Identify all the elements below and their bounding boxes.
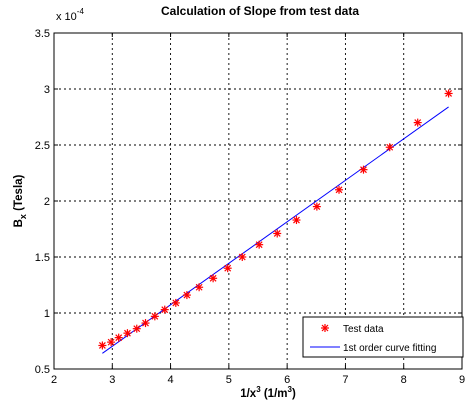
x-axis-label-end: ): [292, 388, 296, 400]
x-tick-label: 7: [342, 374, 348, 386]
y-tick-label: 3: [44, 84, 50, 96]
data-point: [359, 165, 368, 174]
data-point: [273, 229, 282, 238]
data-point: [195, 283, 204, 292]
data-point: [107, 338, 116, 347]
y-tick-label: 2.5: [35, 140, 50, 152]
x-tick-label: 9: [459, 374, 465, 386]
data-point: [150, 312, 159, 321]
y-tick-label: 0.5: [35, 364, 50, 376]
data-point: [444, 89, 453, 98]
data-point: [182, 291, 191, 300]
x-tick-label: 4: [168, 374, 174, 386]
y-axis-label: Bx (Tesla): [13, 174, 28, 227]
legend-label-fit: 1st order curve fitting: [343, 343, 436, 354]
data-point: [98, 341, 107, 350]
y-multiplier-exp: -4: [77, 7, 85, 16]
x-axis-label-mid: (1/m: [261, 388, 288, 400]
data-point: [312, 202, 321, 211]
data-point: [141, 319, 150, 328]
x-tick-label: 8: [401, 374, 407, 386]
y-tick-label: 1: [44, 308, 50, 320]
data-point: [255, 240, 264, 249]
data-point: [292, 216, 301, 225]
y-multiplier: x 10-4: [56, 7, 84, 23]
x-tick-label: 6: [284, 374, 290, 386]
data-point: [413, 118, 422, 127]
legend-box: [302, 316, 464, 358]
data-point: [123, 329, 132, 338]
data-point: [238, 253, 247, 261]
x-tick-label: 5: [226, 374, 232, 386]
data-point: [223, 264, 232, 273]
data-point: [209, 274, 218, 283]
y-axis-label-main: B: [13, 219, 25, 227]
x-tick-label: 3: [109, 374, 115, 386]
legend-label-test-data: Test data: [343, 324, 384, 335]
data-point: [171, 298, 180, 307]
x-axis-label-sup2: 3: [288, 385, 293, 394]
y-axis-label-units: (Tesla): [13, 174, 25, 214]
y-tick-label: 3.5: [35, 28, 50, 40]
data-point: [132, 324, 141, 333]
legend: Test data 1st order curve fitting: [302, 316, 464, 358]
x-axis-label-sup1: 3: [256, 385, 261, 394]
data-point: [160, 305, 169, 314]
x-axis-label: 1/x3 (1/m3): [240, 385, 296, 400]
y-axis-label-sub: x: [18, 214, 28, 219]
y-multiplier-base: x 10: [56, 11, 77, 23]
data-point: [335, 185, 344, 194]
plot-area: 2 3 4 5 6 7 8 9 0.5 1 1.5 2 2.5 3 3.5: [35, 28, 465, 386]
y-tick-label: 1.5: [35, 252, 50, 264]
legend-marker-test-data: [321, 324, 329, 332]
data-point: [385, 143, 394, 152]
y-tick-label: 2: [44, 196, 50, 208]
x-axis-label-main: 1/x: [240, 388, 257, 400]
x-tick-label: 2: [51, 374, 57, 386]
chart-title: Calculation of Slope from test data: [161, 4, 359, 18]
data-point: [114, 333, 123, 342]
